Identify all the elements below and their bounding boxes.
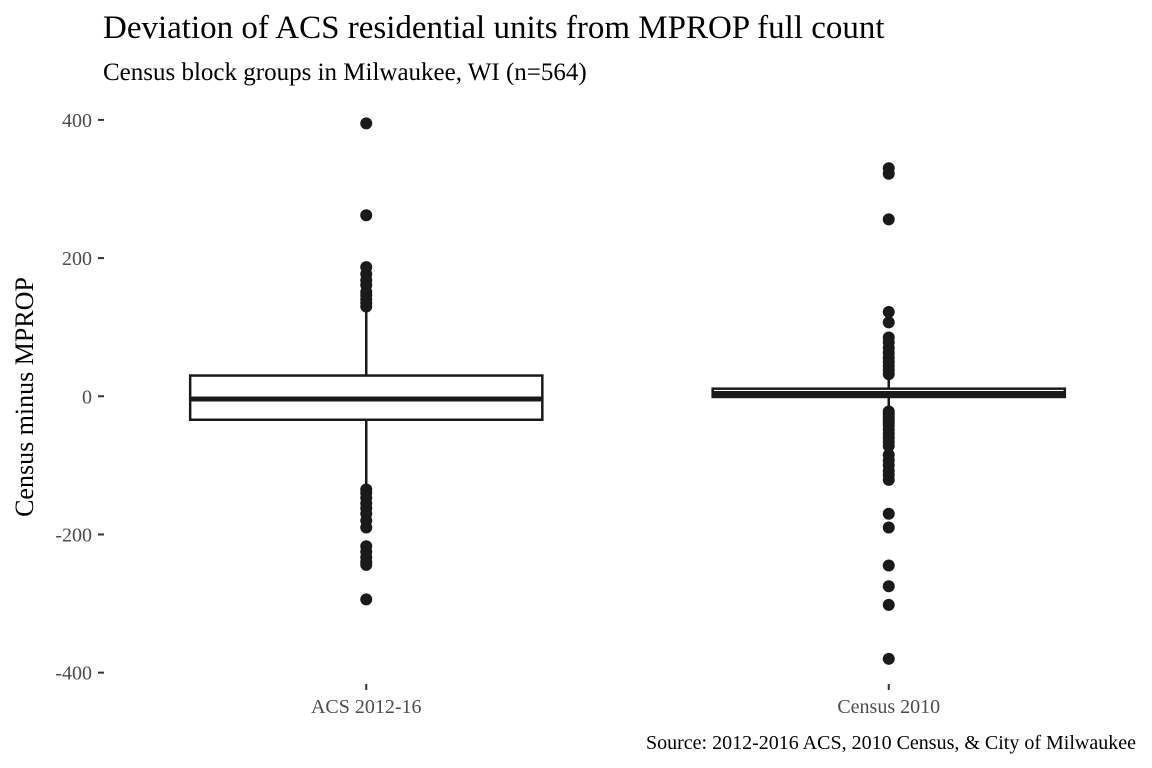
chart-caption: Source: 2012-2016 ACS, 2010 Census, & Ci… bbox=[646, 732, 1136, 754]
outlier-point bbox=[882, 167, 895, 180]
outlier-point bbox=[882, 305, 895, 318]
box-group bbox=[188, 117, 544, 606]
y-axis: -400 -200 0 200 400 bbox=[55, 110, 104, 685]
outlier-point bbox=[360, 558, 373, 571]
outlier-point bbox=[882, 580, 895, 593]
outlier-point bbox=[882, 598, 895, 611]
y-tick-label: 0 bbox=[82, 386, 92, 408]
y-axis-label: Census minus MPROP bbox=[10, 277, 39, 517]
outlier-point bbox=[360, 117, 373, 130]
outlier-point bbox=[360, 593, 373, 606]
outlier-point bbox=[882, 559, 895, 572]
plot-area bbox=[188, 117, 1067, 665]
x-axis: ACS 2012-16 Census 2010 bbox=[311, 684, 940, 718]
outlier-point bbox=[882, 473, 895, 486]
x-tick-label: ACS 2012-16 bbox=[311, 696, 422, 718]
x-tick-label: Census 2010 bbox=[837, 696, 940, 718]
outlier-point bbox=[882, 521, 895, 534]
outlier-point bbox=[360, 209, 373, 222]
outlier-point bbox=[882, 368, 895, 381]
box-group bbox=[711, 162, 1067, 665]
outlier-point bbox=[882, 213, 895, 226]
chart-title: Deviation of ACS residential units from … bbox=[103, 10, 885, 46]
y-tick-label: 200 bbox=[62, 248, 92, 270]
outlier-point bbox=[360, 521, 373, 534]
y-tick-label: -200 bbox=[55, 524, 92, 546]
outlier-point bbox=[882, 316, 895, 329]
y-tick-label: 400 bbox=[62, 110, 92, 132]
outlier-point bbox=[882, 440, 895, 453]
outlier-point bbox=[360, 300, 373, 313]
chart-subtitle: Census block groups in Milwaukee, WI (n=… bbox=[103, 59, 587, 86]
y-tick-label: -400 bbox=[55, 663, 92, 685]
outlier-point bbox=[882, 507, 895, 520]
outlier-point bbox=[882, 652, 895, 665]
